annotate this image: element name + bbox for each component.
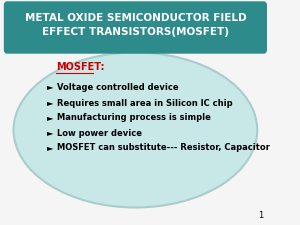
Text: MOSFET:: MOSFET:	[56, 62, 104, 72]
Text: Low power device: Low power device	[57, 128, 142, 137]
Text: ►: ►	[47, 128, 53, 137]
Text: Voltage controlled device: Voltage controlled device	[57, 83, 178, 92]
Text: EFFECT TRANSISTORS(MOSFET): EFFECT TRANSISTORS(MOSFET)	[42, 27, 229, 37]
Text: ►: ►	[47, 99, 53, 108]
Text: 1: 1	[258, 211, 264, 220]
Text: METAL OXIDE SEMICONDUCTOR FIELD: METAL OXIDE SEMICONDUCTOR FIELD	[25, 13, 246, 23]
Text: MOSFET can substitute--- Resistor, Capacitor: MOSFET can substitute--- Resistor, Capac…	[57, 144, 270, 153]
Text: ►: ►	[47, 144, 53, 153]
Text: ►: ►	[47, 113, 53, 122]
Ellipse shape	[14, 52, 257, 207]
Text: Requires small area in Silicon IC chip: Requires small area in Silicon IC chip	[57, 99, 232, 108]
FancyBboxPatch shape	[4, 2, 266, 53]
Text: Manufacturing process is simple: Manufacturing process is simple	[57, 113, 211, 122]
Text: ►: ►	[47, 83, 53, 92]
